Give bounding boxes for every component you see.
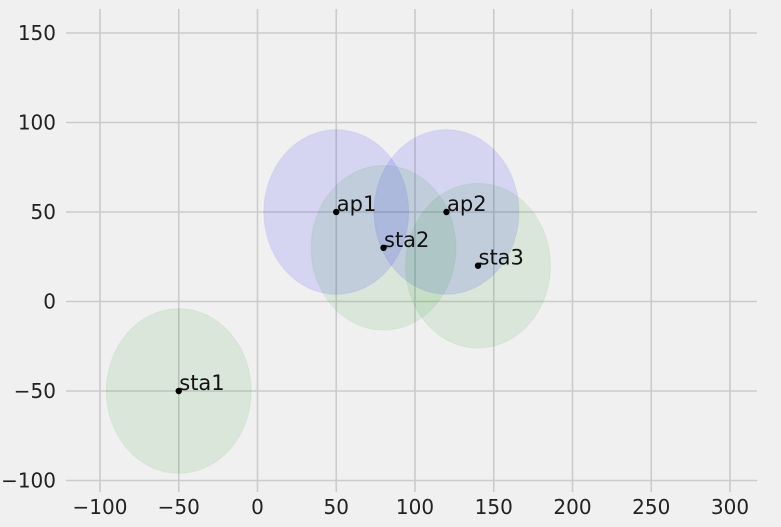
x-tick-label: 300	[711, 495, 749, 519]
y-tick-label: 150	[18, 21, 56, 45]
y-tick-label: 50	[31, 200, 56, 224]
sta2-point	[380, 244, 387, 251]
ap2-label: ap2	[447, 192, 487, 216]
x-tick-label: −50	[158, 495, 200, 519]
ap2-point	[443, 208, 450, 216]
x-tick-label: 100	[396, 495, 434, 519]
sta1-label: sta1	[179, 371, 224, 395]
x-tick-label: 150	[475, 495, 513, 519]
y-tick-label: 100	[18, 111, 56, 135]
x-tick-label: 250	[632, 495, 670, 519]
ap1-point	[333, 208, 340, 216]
sta2-label: sta2	[384, 228, 429, 252]
sta3-point	[474, 262, 482, 269]
y-tick-label: −50	[14, 379, 56, 403]
y-tick-label: 0	[43, 290, 56, 314]
points	[175, 208, 482, 395]
x-tick-label: 200	[553, 495, 591, 519]
y-tick-label: −100	[1, 469, 56, 493]
ap1-label: ap1	[337, 192, 377, 216]
sta1-point	[175, 387, 182, 395]
x-tick-label: 50	[324, 495, 349, 519]
tick-labels: −100 −50 0 50 100 150 200 250 300 −100 −50 0 50 100 15…	[1, 21, 749, 519]
x-tick-label: −100	[73, 495, 128, 519]
point-labels: ap1 ap2 sta1 sta2 sta3	[179, 192, 524, 395]
sta3-label: sta3	[479, 246, 524, 270]
x-tick-label: 0	[251, 495, 264, 519]
